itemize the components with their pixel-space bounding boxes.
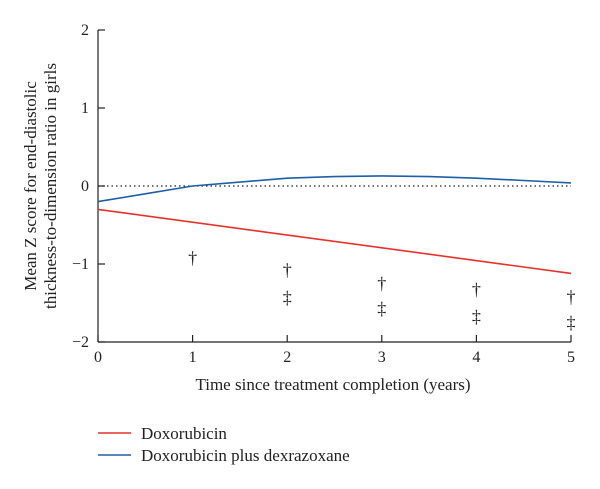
plot-area: 2 1 0 −1 −2 0 1 2 3 4 5 † † ‡ † ‡ † ‡ † ‡ — [72, 22, 576, 366]
series-line-doxorubicin — [97, 208, 572, 275]
y-axis-label-line-2: thickness-to-dimension ratio in girls — [41, 63, 60, 309]
significance-marker-1: † — [283, 260, 292, 280]
x-tick-label-5: 5 — [567, 349, 575, 366]
x-axis-label: Time since treatment completion (years) — [195, 375, 470, 394]
y-tick-label-1: 1 — [81, 100, 89, 117]
significance-marker-7: † — [567, 287, 576, 307]
y-tick-label-0: 2 — [81, 22, 89, 39]
significance-marker-4: ‡ — [377, 298, 386, 318]
significance-marker-3: † — [377, 274, 386, 294]
legend: Doxorubicin Doxorubicin plus dexrazoxane — [98, 424, 350, 465]
x-tick-label-1: 1 — [189, 349, 197, 366]
y-axis-label: Mean Z score for end-diastolic thickness… — [21, 63, 60, 309]
y-tick-label-3: −1 — [72, 256, 89, 273]
y-tick-label-2: 0 — [81, 178, 89, 195]
x-tick-label-0: 0 — [94, 349, 102, 366]
x-tick-label-3: 3 — [378, 349, 386, 366]
y-tick-label-4: −2 — [72, 334, 89, 351]
significance-marker-5: † — [472, 280, 481, 300]
x-tick-label-2: 2 — [283, 349, 291, 366]
series-line-doxorubicin-plus-dexrazoxane — [97, 175, 572, 203]
legend-label-1: Doxorubicin plus dexrazoxane — [141, 446, 350, 465]
significance-marker-0: † — [188, 248, 197, 268]
legend-label-0: Doxorubicin — [141, 424, 227, 443]
significance-marker-6: ‡ — [472, 306, 481, 326]
y-axis-label-line-1: Mean Z score for end-diastolic — [21, 81, 40, 291]
x-tick-label-4: 4 — [472, 349, 480, 366]
significance-marker-8: ‡ — [567, 313, 576, 333]
significance-marker-2: ‡ — [283, 288, 292, 308]
